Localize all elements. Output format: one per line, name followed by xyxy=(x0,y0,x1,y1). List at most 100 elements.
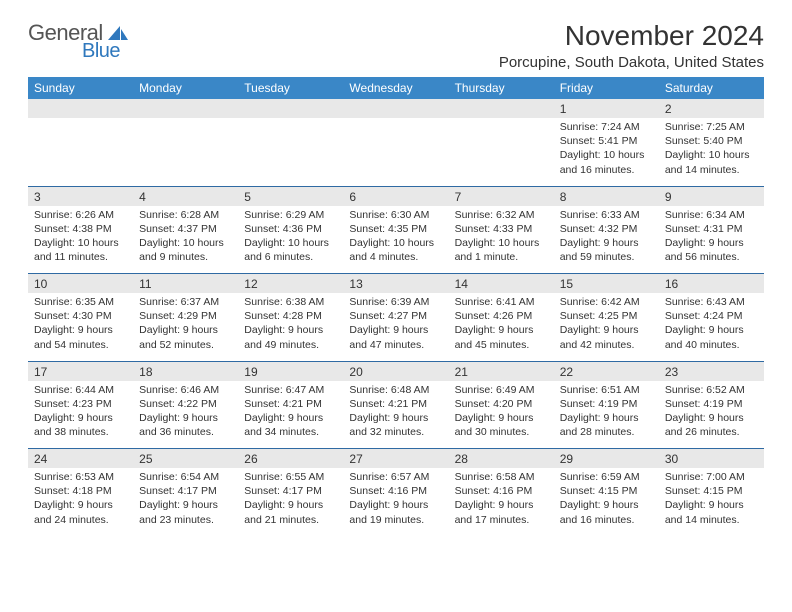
day-line: Sunrise: 6:34 AM xyxy=(665,208,758,222)
day-header: Wednesday xyxy=(343,77,448,99)
day-line: Sunrise: 6:28 AM xyxy=(139,208,232,222)
day-number xyxy=(449,99,554,118)
day-line: Sunset: 4:27 PM xyxy=(349,309,442,323)
day-line: Daylight: 9 hours and 49 minutes. xyxy=(244,323,337,351)
day-line: Sunrise: 6:51 AM xyxy=(560,383,653,397)
day-cell xyxy=(343,118,448,186)
day-line: Sunset: 4:32 PM xyxy=(560,222,653,236)
day-line: Daylight: 9 hours and 45 minutes. xyxy=(455,323,548,351)
day-line: Sunset: 4:17 PM xyxy=(244,484,337,498)
day-number: 13 xyxy=(343,274,448,293)
day-number: 27 xyxy=(343,449,448,468)
day-line: Sunset: 4:19 PM xyxy=(665,397,758,411)
day-number: 23 xyxy=(659,362,764,381)
day-line: Daylight: 10 hours and 4 minutes. xyxy=(349,236,442,264)
day-cell: Sunrise: 6:46 AMSunset: 4:22 PMDaylight:… xyxy=(133,381,238,449)
day-line: Sunset: 4:24 PM xyxy=(665,309,758,323)
day-line: Sunrise: 6:30 AM xyxy=(349,208,442,222)
day-number: 10 xyxy=(28,274,133,293)
day-cell: Sunrise: 6:55 AMSunset: 4:17 PMDaylight:… xyxy=(238,468,343,536)
day-number: 17 xyxy=(28,362,133,381)
day-line: Daylight: 9 hours and 26 minutes. xyxy=(665,411,758,439)
day-line: Daylight: 9 hours and 36 minutes. xyxy=(139,411,232,439)
day-number: 3 xyxy=(28,187,133,206)
day-number: 15 xyxy=(554,274,659,293)
day-cell: Sunrise: 6:44 AMSunset: 4:23 PMDaylight:… xyxy=(28,381,133,449)
day-line: Sunset: 4:16 PM xyxy=(455,484,548,498)
day-number: 22 xyxy=(554,362,659,381)
day-line: Sunset: 4:29 PM xyxy=(139,309,232,323)
day-line: Sunset: 4:37 PM xyxy=(139,222,232,236)
day-cell: Sunrise: 7:24 AMSunset: 5:41 PMDaylight:… xyxy=(554,118,659,186)
day-header: Friday xyxy=(554,77,659,99)
day-line: Daylight: 9 hours and 17 minutes. xyxy=(455,498,548,526)
day-line: Sunrise: 6:55 AM xyxy=(244,470,337,484)
day-cell: Sunrise: 6:30 AMSunset: 4:35 PMDaylight:… xyxy=(343,206,448,274)
day-number: 30 xyxy=(659,449,764,468)
day-cell: Sunrise: 6:52 AMSunset: 4:19 PMDaylight:… xyxy=(659,381,764,449)
day-cell: Sunrise: 6:26 AMSunset: 4:38 PMDaylight:… xyxy=(28,206,133,274)
day-line: Sunrise: 7:24 AM xyxy=(560,120,653,134)
day-line: Sunrise: 6:47 AM xyxy=(244,383,337,397)
day-header: Saturday xyxy=(659,77,764,99)
day-line: Daylight: 9 hours and 32 minutes. xyxy=(349,411,442,439)
day-line: Sunset: 4:19 PM xyxy=(560,397,653,411)
day-line: Sunrise: 6:39 AM xyxy=(349,295,442,309)
day-cell: Sunrise: 7:00 AMSunset: 4:15 PMDaylight:… xyxy=(659,468,764,536)
day-cell xyxy=(238,118,343,186)
day-number: 14 xyxy=(449,274,554,293)
day-cell: Sunrise: 6:58 AMSunset: 4:16 PMDaylight:… xyxy=(449,468,554,536)
day-number-row: 24252627282930 xyxy=(28,449,764,468)
day-line: Sunrise: 6:38 AM xyxy=(244,295,337,309)
day-line: Daylight: 9 hours and 34 minutes. xyxy=(244,411,337,439)
day-number: 11 xyxy=(133,274,238,293)
day-line: Sunset: 4:26 PM xyxy=(455,309,548,323)
day-number: 2 xyxy=(659,99,764,118)
day-line: Sunrise: 6:26 AM xyxy=(34,208,127,222)
day-line: Daylight: 9 hours and 14 minutes. xyxy=(665,498,758,526)
day-line: Sunset: 4:17 PM xyxy=(139,484,232,498)
day-cell: Sunrise: 6:34 AMSunset: 4:31 PMDaylight:… xyxy=(659,206,764,274)
day-line: Sunrise: 6:29 AM xyxy=(244,208,337,222)
day-cell: Sunrise: 6:53 AMSunset: 4:18 PMDaylight:… xyxy=(28,468,133,536)
day-cell: Sunrise: 6:33 AMSunset: 4:32 PMDaylight:… xyxy=(554,206,659,274)
day-cell xyxy=(133,118,238,186)
day-number: 1 xyxy=(554,99,659,118)
day-number: 29 xyxy=(554,449,659,468)
day-line: Sunset: 4:20 PM xyxy=(455,397,548,411)
day-line: Sunset: 4:21 PM xyxy=(349,397,442,411)
day-cell: Sunrise: 6:35 AMSunset: 4:30 PMDaylight:… xyxy=(28,293,133,361)
day-line: Daylight: 9 hours and 38 minutes. xyxy=(34,411,127,439)
day-line: Sunset: 4:36 PM xyxy=(244,222,337,236)
day-line: Sunset: 4:33 PM xyxy=(455,222,548,236)
day-line: Sunrise: 7:00 AM xyxy=(665,470,758,484)
day-number xyxy=(238,99,343,118)
day-number xyxy=(133,99,238,118)
title-block: November 2024 Porcupine, South Dakota, U… xyxy=(499,20,764,71)
day-cell: Sunrise: 6:51 AMSunset: 4:19 PMDaylight:… xyxy=(554,381,659,449)
day-content-row: Sunrise: 6:35 AMSunset: 4:30 PMDaylight:… xyxy=(28,293,764,361)
header: General Blue November 2024 Porcupine, So… xyxy=(28,20,764,71)
day-cell: Sunrise: 6:48 AMSunset: 4:21 PMDaylight:… xyxy=(343,381,448,449)
day-header: Tuesday xyxy=(238,77,343,99)
day-cell: Sunrise: 6:59 AMSunset: 4:15 PMDaylight:… xyxy=(554,468,659,536)
logo-text-blue: Blue xyxy=(82,40,120,63)
day-cell: Sunrise: 6:32 AMSunset: 4:33 PMDaylight:… xyxy=(449,206,554,274)
day-line: Sunrise: 6:35 AM xyxy=(34,295,127,309)
day-line: Daylight: 9 hours and 52 minutes. xyxy=(139,323,232,351)
day-cell: Sunrise: 6:54 AMSunset: 4:17 PMDaylight:… xyxy=(133,468,238,536)
day-line: Daylight: 9 hours and 30 minutes. xyxy=(455,411,548,439)
day-cell: Sunrise: 6:37 AMSunset: 4:29 PMDaylight:… xyxy=(133,293,238,361)
day-number: 19 xyxy=(238,362,343,381)
day-line: Sunrise: 6:33 AM xyxy=(560,208,653,222)
day-cell xyxy=(28,118,133,186)
day-line: Sunrise: 6:32 AM xyxy=(455,208,548,222)
day-cell: Sunrise: 6:43 AMSunset: 4:24 PMDaylight:… xyxy=(659,293,764,361)
location-text: Porcupine, South Dakota, United States xyxy=(499,54,764,71)
day-number: 18 xyxy=(133,362,238,381)
day-line: Daylight: 9 hours and 59 minutes. xyxy=(560,236,653,264)
day-line: Daylight: 10 hours and 11 minutes. xyxy=(34,236,127,264)
day-number: 16 xyxy=(659,274,764,293)
day-line: Sunrise: 6:43 AM xyxy=(665,295,758,309)
day-line: Sunset: 4:28 PM xyxy=(244,309,337,323)
